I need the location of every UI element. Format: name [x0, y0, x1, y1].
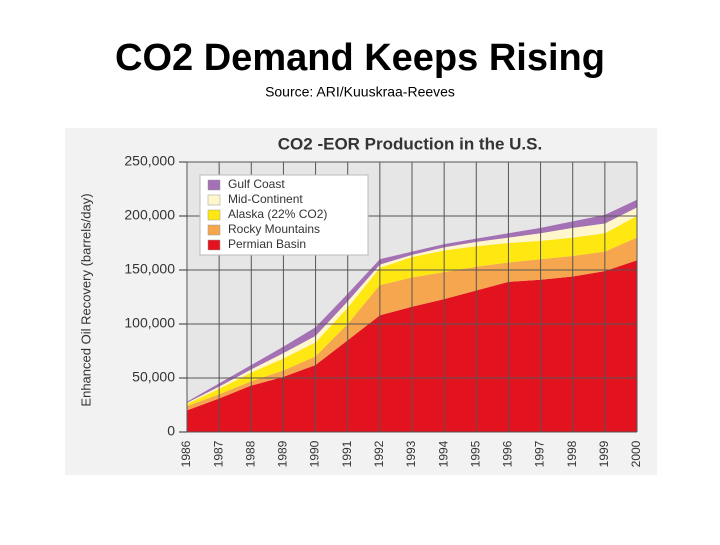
x-tick-label: 1998: [565, 440, 579, 467]
y-tick-label: 150,000: [124, 261, 175, 277]
area: [187, 216, 637, 407]
x-tick-label: 1997: [533, 440, 547, 467]
x-tick-label: 1995: [468, 440, 482, 467]
y-tick-label: 50,000: [132, 369, 175, 385]
chart-title: CO2 -EOR Production in the U.S.: [278, 134, 542, 153]
slide-title: CO2 Demand Keeps Rising: [115, 37, 605, 79]
x-tick-label: 1988: [243, 440, 257, 467]
legend-label: Gulf Coast: [228, 177, 285, 191]
x-tick-label: 1994: [436, 440, 450, 467]
legend-label: Rocky Mountains: [228, 222, 320, 236]
x-tick-label: 1987: [211, 440, 225, 467]
y-axis-label: Enhanced Oil Recovery (barrels/day): [78, 193, 93, 406]
area: [187, 237, 637, 411]
legend-label: Mid-Continent: [228, 192, 303, 206]
x-tick-label: 1996: [501, 440, 515, 467]
y-tick-label: 0: [167, 423, 175, 439]
legend-swatch: [207, 239, 221, 251]
x-tick-label: 1990: [308, 440, 322, 467]
x-tick-label: 1993: [404, 440, 418, 467]
legend-swatch: [207, 194, 221, 206]
legend-swatch: [207, 179, 221, 191]
legend: [199, 174, 369, 256]
x-tick-label: 1989: [276, 440, 290, 467]
x-tick-label: 1999: [597, 440, 611, 467]
area: [187, 207, 637, 404]
x-tick-label: 1986: [179, 440, 193, 467]
source-note: Source: ARI/Kuuskraa-Reeves: [265, 84, 455, 100]
legend-label: Permian Basin: [228, 237, 306, 251]
legend-swatch: [207, 209, 221, 221]
x-tick-label: 1992: [372, 440, 386, 467]
x-tick-label: 1991: [340, 440, 354, 467]
area: [187, 199, 637, 403]
legend-swatch: [207, 224, 221, 236]
legend-label: Alaska (22% CO2): [228, 207, 327, 221]
x-tick-label: 2000: [629, 440, 643, 467]
y-tick-label: 100,000: [124, 315, 175, 331]
y-tick-label: 200,000: [124, 207, 175, 223]
y-tick-label: 250,000: [124, 153, 175, 169]
